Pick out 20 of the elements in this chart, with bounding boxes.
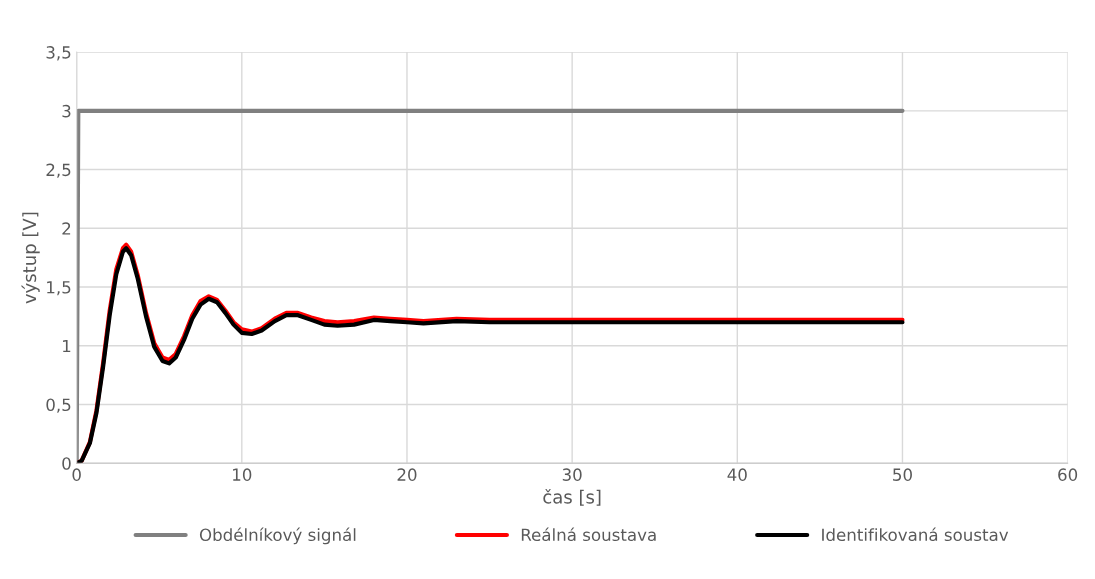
y-tick-label: 0: [62, 457, 71, 470]
y-axis-title: výstup [V]: [21, 212, 40, 304]
y-tick-label: 2,5: [46, 163, 71, 178]
x-tick-label: 30: [562, 468, 582, 481]
y-tick-label: 0,5: [46, 398, 71, 413]
x-tick-label: 10: [233, 468, 252, 481]
x-tick-label: 20: [397, 468, 417, 481]
legend-label: Reálná soustava: [521, 527, 656, 542]
x-axis-title: čas [s]: [543, 489, 601, 506]
y-tick-label: 1,5: [47, 281, 71, 296]
legend-label: Identifikovaná soustav: [822, 527, 1009, 542]
y-tick-label: 1: [63, 339, 71, 353]
x-tick-label: 60: [1058, 468, 1078, 481]
x-tick-label: 40: [727, 468, 747, 481]
y-tick-label: 3: [62, 104, 71, 118]
legend-label: Obdélníkový signál: [199, 527, 356, 545]
x-tick-label: 50: [893, 468, 912, 481]
x-tick-label: 0: [72, 468, 81, 481]
y-tick-label: 3,5: [46, 46, 71, 61]
y-tick-label: 2: [62, 222, 71, 235]
